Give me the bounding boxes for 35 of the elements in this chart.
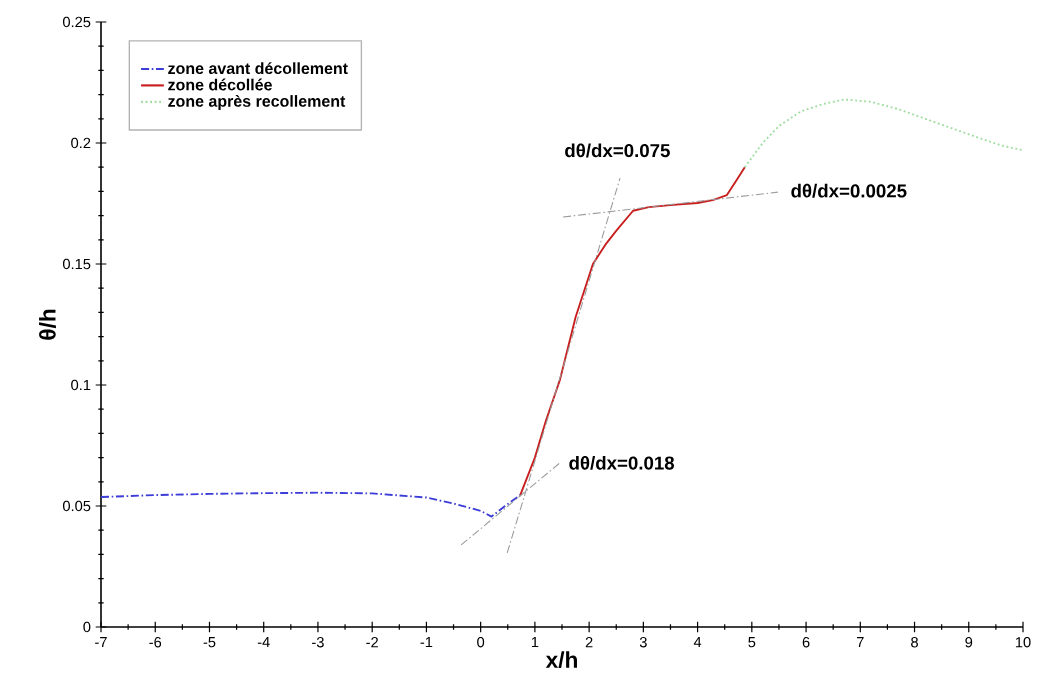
y-axis-title: θ/h: [39, 309, 56, 340]
x-tick-label: -5: [203, 637, 216, 648]
y-tick-label: 0.15: [62, 258, 91, 270]
x-tick-label: 0: [477, 637, 485, 648]
x-axis-title: x/h: [545, 651, 577, 669]
x-tick-label: -4: [257, 637, 270, 648]
annotation: dθ/dx=0.018: [569, 455, 675, 470]
y-tick-label: 0: [83, 621, 91, 633]
line-series: [101, 491, 522, 518]
line-series: [519, 166, 746, 497]
x-tick-label: 8: [911, 637, 918, 648]
x-tick-label: 10: [1015, 637, 1031, 648]
annotation: dθ/dx=0.0025: [791, 183, 907, 198]
x-tick-label: -2: [366, 637, 378, 648]
x-tick-label: 5: [748, 637, 756, 648]
x-tick-label: 9: [965, 637, 973, 648]
legend-label: zone décollée: [168, 78, 272, 91]
x-tick-label: -3: [312, 637, 324, 648]
x-tick-label: -6: [149, 637, 162, 648]
y-tick-label: 0.05: [62, 500, 91, 512]
line-series: [743, 98, 1023, 169]
x-tick-label: 2: [585, 637, 593, 648]
y-tick-label: 0.2: [71, 137, 91, 149]
x-tick-label: -1: [420, 637, 433, 648]
legend-label: zone après recollement: [168, 94, 346, 110]
y-tick-label: 0.25: [62, 16, 91, 28]
x-tick-label: -7: [95, 637, 107, 648]
x-tick-label: 4: [693, 637, 702, 648]
x-tick-label: 7: [856, 637, 864, 648]
legend-label: zone avant décollement: [168, 62, 348, 75]
annotation: dθ/dx=0.075: [565, 143, 670, 158]
x-tick-label: 3: [639, 637, 647, 648]
x-tick-label: 1: [531, 637, 539, 648]
y-tick-label: 0.1: [71, 379, 91, 391]
x-tick-label: 6: [802, 637, 810, 648]
